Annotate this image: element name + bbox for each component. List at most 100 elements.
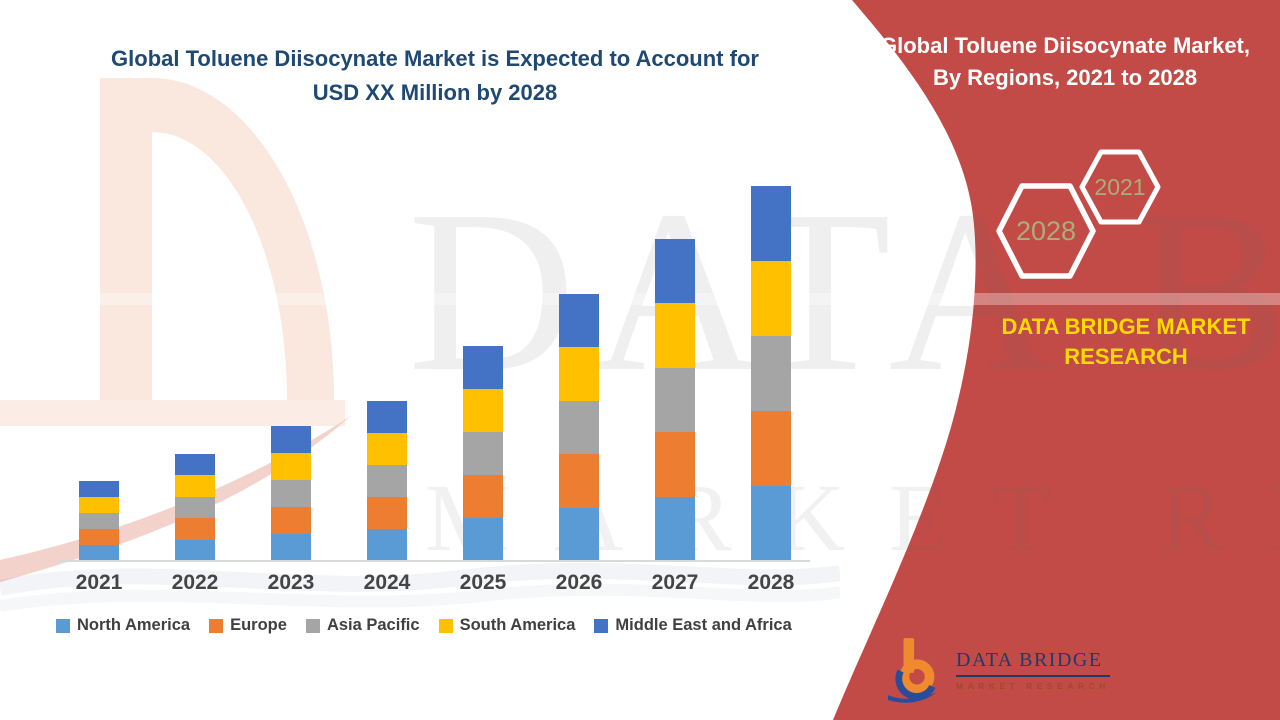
bar-segment-asia-pacific <box>463 432 503 475</box>
bar-segment-asia-pacific <box>271 480 311 507</box>
legend: North America Europe Asia Pacific South Ame… <box>56 616 792 635</box>
bar-segment-europe <box>175 518 215 540</box>
bar-segment-middle-east-and-africa <box>463 346 503 389</box>
panel-title-line2: By Regions, 2021 to 2028 <box>932 65 1198 90</box>
x-axis-label-2023: 2023 <box>267 571 315 594</box>
bar-segment-south-america <box>271 453 311 480</box>
bar-segment-europe <box>751 411 791 486</box>
bar-segment-south-america <box>463 389 503 432</box>
bar-segment-europe <box>271 507 311 534</box>
data-bridge-logo-icon <box>888 638 937 703</box>
legend-item-middle-east-and-africa: Middle East and Africa <box>594 616 792 635</box>
x-axis-label-2027: 2027 <box>651 571 699 594</box>
legend-swatch-north-america <box>56 618 70 633</box>
bar-segment-middle-east-and-africa <box>79 481 119 497</box>
hexagon-2021 <box>1079 149 1161 225</box>
legend-label-north-america: North America <box>77 616 191 634</box>
bar-segment-asia-pacific <box>751 336 791 411</box>
legend-item-north-america: North America <box>56 616 190 635</box>
legend-swatch-middle-east-and-africa <box>594 618 609 633</box>
bar-segment-middle-east-and-africa <box>271 426 311 453</box>
bar-segment-north-america <box>751 486 791 561</box>
bar-segment-north-america <box>559 507 599 561</box>
bar-2023 <box>271 426 311 561</box>
bar-segment-middle-east-and-africa <box>559 293 599 347</box>
bar-segment-north-america <box>463 518 503 561</box>
bar-segment-south-america <box>367 433 407 465</box>
x-axis-label-2021: 2021 <box>75 571 123 594</box>
bar-2026 <box>559 293 599 561</box>
bar-segment-north-america <box>271 534 311 561</box>
bar-2021 <box>79 481 119 561</box>
bar-segment-south-america <box>79 497 119 513</box>
logo-blue-swoosh <box>888 692 937 703</box>
bar-segment-asia-pacific <box>655 367 695 432</box>
legend-label-asia-pacific: Asia Pacific <box>326 616 420 634</box>
brand-text: DATA BRIDGE MARKET RESEARCH <box>1001 314 1251 369</box>
bar-segment-europe <box>463 475 503 518</box>
legend-item-europe: Europe <box>209 616 287 635</box>
legend-item-south-america: South America <box>438 616 576 635</box>
bar-segment-north-america <box>175 539 215 561</box>
chart-title-line2: USD XX Million by 2028 <box>312 80 558 105</box>
wave-line <box>0 562 840 596</box>
hexagon-year-2021: 2021 <box>1094 174 1146 200</box>
wave-line <box>0 583 840 612</box>
bar-segment-middle-east-and-africa <box>751 186 791 261</box>
watermark-b-baseline <box>0 400 345 426</box>
bar-segment-asia-pacific <box>559 400 599 454</box>
bar-segment-asia-pacific <box>79 513 119 529</box>
chart-title-line1: Global Toluene Diisocynate Market is Exp… <box>111 46 759 71</box>
legend-label-middle-east-and-africa: Middle East and Africa <box>615 616 792 634</box>
bar-segment-south-america <box>559 347 599 401</box>
hexagon-graphic <box>996 149 1161 279</box>
panel-title: Global Toluene Diisocynate Market, By Re… <box>860 30 1270 94</box>
data-bridge-logo: DATA BRIDGE MARKET RESEARCH <box>888 636 1110 704</box>
bar-segment-north-america <box>367 529 407 561</box>
bar-segment-middle-east-and-africa <box>367 401 407 433</box>
watermark-b-bowl <box>152 78 334 400</box>
x-axis-label-2028: 2028 <box>747 571 795 594</box>
hexagon-2028 <box>996 183 1096 279</box>
legend-swatch-south-america <box>438 618 453 633</box>
logo-blue-arc <box>895 669 936 700</box>
stacked-bar-chart: 2021 2022 2023 2024 2025 2026 2027 2028 <box>75 186 795 594</box>
watermark-b-stem <box>100 78 152 408</box>
hexagon-year-2028: 2028 <box>1015 216 1077 246</box>
panel-title-line1: Global Toluene Diisocynate Market, <box>879 33 1250 58</box>
bar-2028 <box>751 186 791 561</box>
chart-title: Global Toluene Diisocynate Market is Exp… <box>70 42 800 110</box>
legend-label-south-america: South America <box>459 616 576 634</box>
x-axis-line <box>58 560 810 562</box>
x-axis-label-2025: 2025 <box>459 571 507 594</box>
bar-segment-europe <box>367 497 407 529</box>
legend-label-europe: Europe <box>230 616 287 634</box>
x-axis-label-2026: 2026 <box>555 571 603 594</box>
bar-segment-middle-east-and-africa <box>655 238 695 303</box>
logo-title: DATA BRIDGE <box>956 649 1110 677</box>
bar-segment-europe <box>79 529 119 545</box>
x-axis-label-2024: 2024 <box>363 571 411 594</box>
legend-swatch-asia-pacific <box>305 618 320 633</box>
x-axis-label-2022: 2022 <box>171 571 219 594</box>
bar-segment-south-america <box>655 303 695 368</box>
bar-2022 <box>175 453 215 561</box>
bar-segment-south-america <box>175 475 215 497</box>
bar-segment-north-america <box>79 545 119 561</box>
bar-2027 <box>655 238 695 561</box>
bar-2024 <box>367 401 407 561</box>
bar-segment-middle-east-and-africa <box>175 453 215 475</box>
red-panel <box>833 0 1280 720</box>
logo-text: DATA BRIDGE MARKET RESEARCH <box>956 649 1110 691</box>
legend-item-asia-pacific: Asia Pacific <box>305 616 420 635</box>
bar-segment-europe <box>559 454 599 508</box>
bar-segment-europe <box>655 432 695 497</box>
bar-segment-north-america <box>655 496 695 561</box>
logo-b-bowl <box>899 659 935 695</box>
logo-subtitle: MARKET RESEARCH <box>956 681 1110 691</box>
watermark-waves <box>0 562 840 612</box>
watermark-horizontal-stripe <box>0 293 1280 305</box>
bar-2025 <box>463 346 503 561</box>
